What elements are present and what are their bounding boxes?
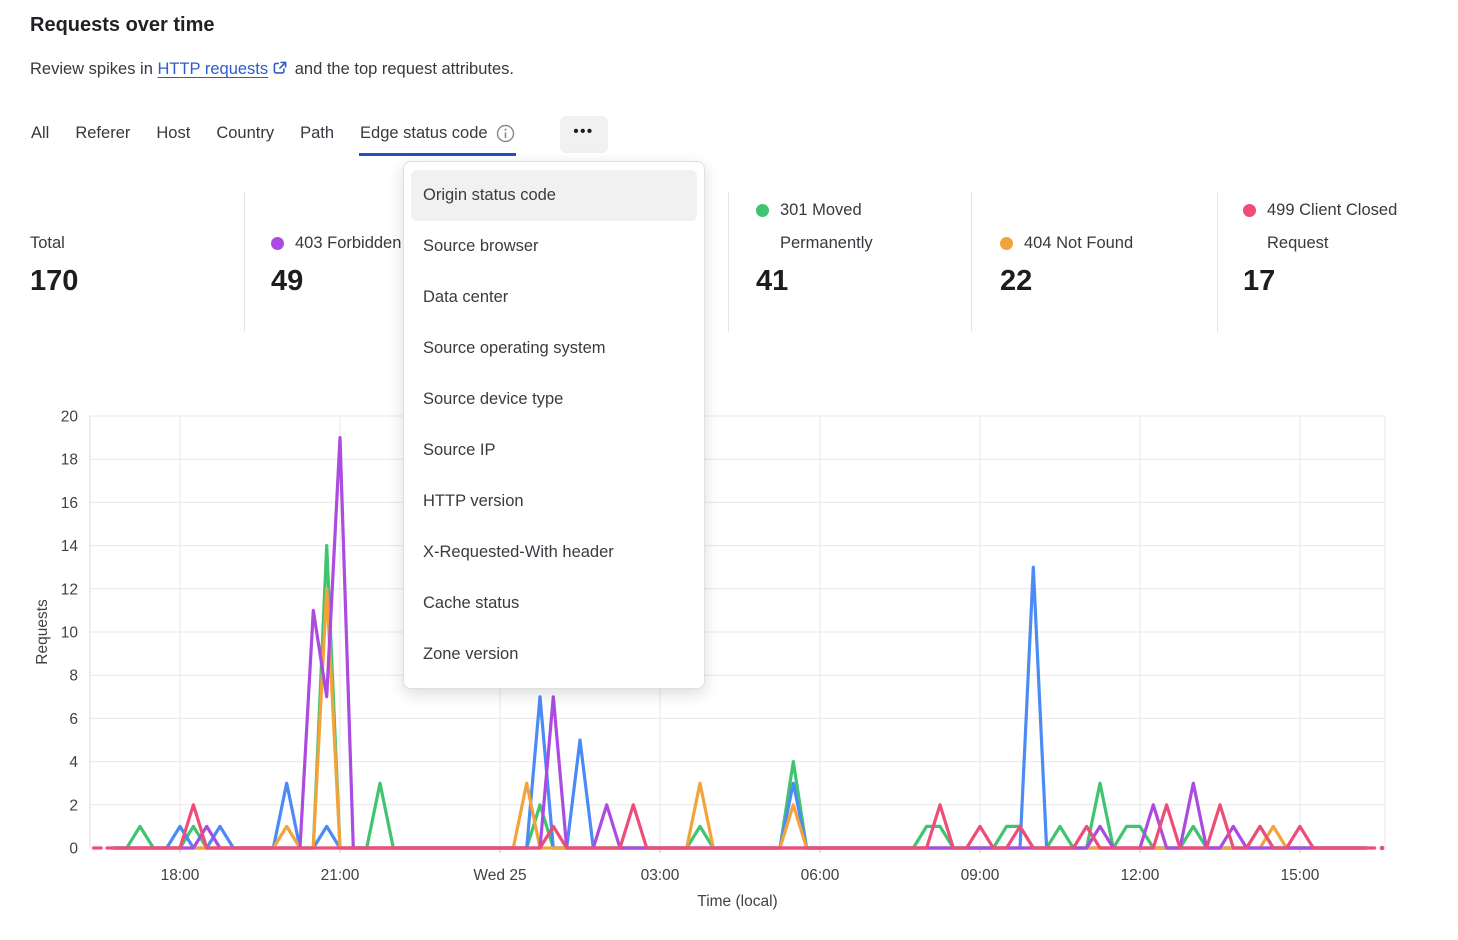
series-403-forbidden bbox=[111, 436, 1369, 850]
menu-item-cache-status[interactable]: Cache status bbox=[423, 594, 520, 612]
tab-referer[interactable]: Referer bbox=[74, 118, 131, 156]
chart-grid bbox=[89, 415, 1386, 853]
stat-label: Total bbox=[30, 234, 65, 252]
series-499-client-closed-request bbox=[92, 803, 1385, 851]
y-tick-label: 18 bbox=[61, 452, 78, 469]
y-tick-label: 20 bbox=[61, 409, 79, 426]
tab-all[interactable]: All bbox=[30, 118, 50, 156]
y-axis-title: Requests bbox=[34, 599, 51, 665]
menu-item-source-ip[interactable]: Source IP bbox=[423, 441, 496, 459]
y-tick-label: 14 bbox=[61, 538, 79, 555]
menu-item-zone-version[interactable]: Zone version bbox=[423, 645, 519, 663]
subtitle-suffix: and the top request attributes. bbox=[294, 60, 514, 78]
attribute-dropdown-menu: Origin status code Source browser Data cen… bbox=[403, 161, 705, 689]
x-tick-label: 21:00 bbox=[321, 867, 360, 884]
y-tick-label: 16 bbox=[61, 495, 78, 512]
tab-label: Edge status code bbox=[360, 124, 488, 142]
y-tick-label: 2 bbox=[69, 797, 78, 814]
stat-card-total: Total 170 bbox=[30, 190, 78, 298]
series-color-dot bbox=[271, 237, 284, 250]
menu-item-source-browser[interactable]: Source browser bbox=[423, 237, 539, 255]
stat-label: 404 Not Found bbox=[1024, 234, 1134, 252]
info-icon[interactable] bbox=[496, 124, 515, 143]
stats-row: Total 170 403 Forbidden 49 301 Moved Permane… bbox=[0, 190, 1458, 335]
tab-label: Host bbox=[156, 124, 191, 142]
stat-label: 499 Client Closed Request bbox=[1267, 201, 1398, 252]
y-tick-label: 8 bbox=[69, 668, 78, 685]
stat-card-301-moved-permanently: 301 Moved Permanently 41 bbox=[756, 190, 945, 298]
x-tick-label: 03:00 bbox=[641, 867, 680, 884]
series-color-dot bbox=[756, 204, 769, 217]
x-tick-label: Wed 25 bbox=[473, 867, 526, 884]
x-axis-title: Time (local) bbox=[697, 893, 777, 910]
external-link-icon bbox=[272, 60, 288, 81]
menu-item-origin-status-code[interactable]: Origin status code bbox=[411, 170, 697, 221]
tab-path[interactable]: Path bbox=[299, 118, 335, 156]
stat-divider bbox=[1217, 192, 1218, 332]
tab-label: Path bbox=[300, 124, 335, 142]
y-tick-label: 0 bbox=[69, 841, 78, 858]
subtitle: Review spikes in HTTP requests and the t… bbox=[30, 60, 514, 81]
stat-value: 170 bbox=[30, 265, 79, 297]
y-tick-label: 10 bbox=[61, 625, 79, 642]
attribute-tabs: All Referer Host Country Path Edge status cod… bbox=[30, 116, 608, 156]
page-title: Requests over time bbox=[30, 14, 215, 36]
stat-value: 22 bbox=[1000, 265, 1033, 297]
series-color-dot bbox=[1243, 204, 1256, 217]
tab-label: Country bbox=[216, 124, 275, 142]
tab-edge-status-code[interactable]: Edge status code bbox=[359, 118, 516, 156]
series-color-dot bbox=[1000, 237, 1013, 250]
y-tick-label: 4 bbox=[69, 754, 78, 771]
stat-card-404-not-found: 404 Not Found 22 bbox=[1000, 190, 1133, 298]
tab-label: All bbox=[31, 124, 50, 142]
menu-item-data-center[interactable]: Data center bbox=[423, 288, 509, 306]
series-301-moved-permanently bbox=[111, 543, 1369, 850]
menu-item-source-operating-system[interactable]: Source operating system bbox=[423, 339, 606, 357]
http-requests-link[interactable]: HTTP requests bbox=[157, 60, 269, 78]
stat-label: 301 Moved Permanently bbox=[780, 201, 873, 252]
x-tick-label: 06:00 bbox=[801, 867, 840, 884]
tab-country[interactable]: Country bbox=[215, 118, 275, 156]
stat-label: 403 Forbidden bbox=[295, 234, 402, 252]
x-tick-label: 15:00 bbox=[1281, 867, 1320, 884]
more-attributes-button[interactable]: ••• bbox=[559, 116, 608, 153]
menu-item-http-version[interactable]: HTTP version bbox=[423, 492, 524, 510]
tab-host[interactable]: Host bbox=[155, 118, 191, 156]
menu-item-source-device-type[interactable]: Source device type bbox=[423, 390, 564, 408]
stat-value: 41 bbox=[756, 265, 789, 297]
x-tick-label: 09:00 bbox=[961, 867, 1000, 884]
subtitle-prefix: Review spikes in bbox=[30, 60, 153, 78]
x-tick-label: 18:00 bbox=[161, 867, 200, 884]
series-404-not-found bbox=[111, 587, 1369, 850]
stat-value: 17 bbox=[1243, 265, 1276, 297]
stat-divider bbox=[244, 192, 245, 332]
stat-divider bbox=[728, 192, 729, 332]
stat-card-499-client-closed-request: 499 Client Closed Request 17 bbox=[1243, 190, 1432, 298]
tab-label: Referer bbox=[75, 124, 131, 142]
stat-value: 49 bbox=[271, 265, 304, 297]
x-tick-label: 12:00 bbox=[1121, 867, 1160, 884]
stat-card-403-forbidden: 403 Forbidden 49 bbox=[271, 190, 401, 298]
y-tick-label: 12 bbox=[61, 581, 78, 598]
y-tick-label: 6 bbox=[69, 711, 78, 728]
menu-item-x-requested-with-header[interactable]: X-Requested-With header bbox=[423, 543, 614, 561]
series-blue bbox=[111, 565, 1369, 850]
stat-divider bbox=[971, 192, 972, 332]
